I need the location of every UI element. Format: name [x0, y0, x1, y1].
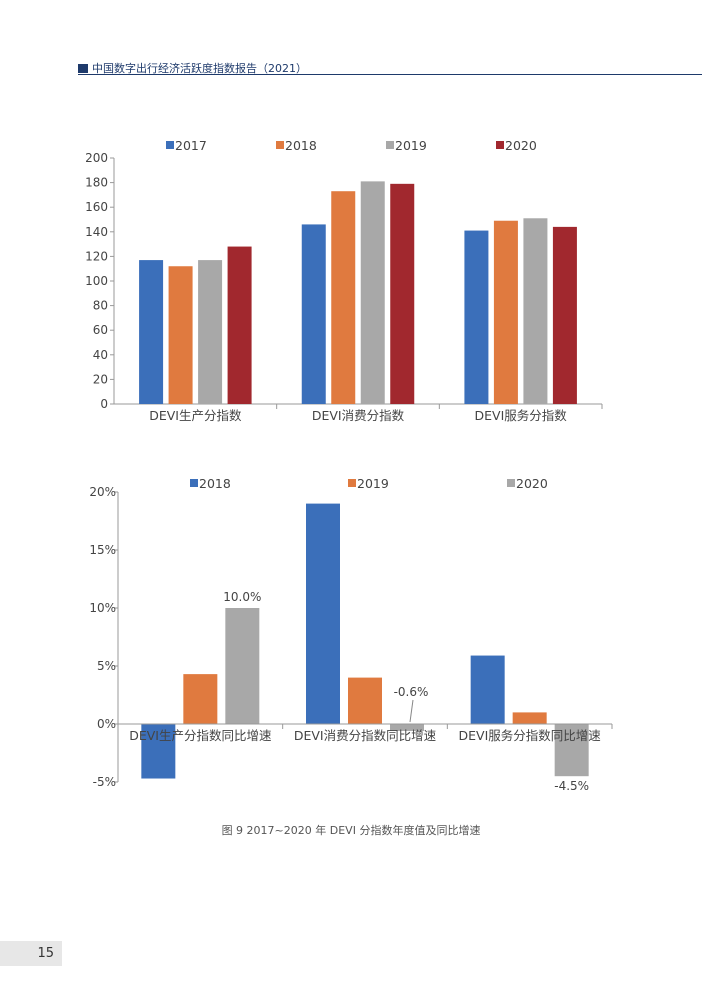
bar-2018-2 — [331, 191, 356, 404]
bar-2019-1 — [183, 674, 218, 724]
bar-2020-2 — [390, 183, 415, 404]
bar-2017-1 — [139, 260, 164, 404]
bar-2019-3 — [512, 712, 547, 724]
y-tick-label: 60 — [93, 323, 108, 337]
y-tick-label: 180 — [85, 176, 108, 190]
y-tick-label: 160 — [85, 200, 108, 214]
book-icon — [78, 63, 88, 73]
x-category-label: DEVI生产分指数 — [149, 408, 242, 423]
bar-2018-3 — [470, 655, 505, 724]
legend-swatch-2018 — [276, 141, 284, 149]
legend-swatch-2020 — [496, 141, 504, 149]
y-tick-label: 100 — [85, 274, 108, 288]
bar-2020-3 — [554, 724, 589, 777]
bar-2017-2 — [301, 224, 326, 404]
data-label: -4.5% — [554, 779, 589, 793]
x-category-label: DEVI生产分指数同比增速 — [129, 728, 272, 743]
legend-swatch-2017 — [166, 141, 174, 149]
page-header: 中国数字出行经济活跃度指数报告（2021） — [78, 60, 702, 76]
bar-2019-2 — [348, 677, 382, 724]
y-tick-label: 20% — [89, 485, 116, 499]
figure-caption: 图 9 2017~2020 年 DEVI 分指数年度值及同比增速 — [221, 824, 481, 837]
y-tick-label: 5% — [97, 659, 116, 673]
bar-2019-1 — [198, 260, 223, 404]
y-tick-label: -5% — [93, 775, 116, 789]
legend-label-2018: 2018 — [285, 138, 317, 153]
legend-label-2020: 2020 — [516, 476, 548, 491]
legend-label-2019: 2019 — [395, 138, 427, 153]
legend-swatch-2019 — [386, 141, 394, 149]
bar-2018-1 — [141, 724, 176, 779]
y-tick-label: 80 — [93, 299, 108, 313]
legend-label-2020: 2020 — [505, 138, 537, 153]
bar-2018-2 — [306, 503, 340, 724]
x-category-label: DEVI服务分指数同比增速 — [459, 728, 602, 743]
bar-2020-1 — [225, 608, 260, 724]
legend-label-2019: 2019 — [357, 476, 389, 491]
legend-swatch-2019 — [348, 479, 356, 487]
legend-swatch-2018 — [190, 479, 198, 487]
y-tick-label: 0% — [97, 717, 116, 731]
bar-2020-2 — [390, 724, 424, 731]
legend-label-2017: 2017 — [175, 138, 207, 153]
y-tick-label: 10% — [89, 601, 116, 615]
header-divider — [78, 74, 702, 75]
subindex-growth-chart: -5% 0% 5% 10% 15% 20% DEVI生产分指数同比增速 DEVI消费分指数同比… — [89, 476, 613, 793]
legend-swatch-2020 — [507, 479, 515, 487]
y-tick-label: 40 — [93, 348, 108, 362]
bar-2019-3 — [523, 218, 548, 404]
y-tick-label: 15% — [89, 543, 116, 557]
bar-2018-3 — [493, 220, 518, 404]
bar-2020-1 — [227, 246, 252, 404]
header-title: 中国数字出行经济活跃度指数报告（2021） — [92, 62, 307, 75]
y-tick-label: 140 — [85, 225, 108, 239]
data-label: -0.6% — [394, 685, 429, 699]
subindex-values-chart: 0 20 40 60 80 100 120 140 160 180 200 DEVI生产分指数 DEVI… — [85, 138, 603, 423]
x-category-label: DEVI消费分指数 — [312, 408, 405, 423]
bar-2019-2 — [360, 181, 385, 404]
x-category-label: DEVI服务分指数 — [475, 408, 568, 423]
page-number: 15 — [37, 946, 54, 961]
page-number-box: 15 — [0, 941, 62, 966]
bar-2020-3 — [552, 226, 577, 404]
y-tick-label: 120 — [85, 249, 108, 263]
bar-2017-3 — [464, 230, 489, 404]
legend-label-2018: 2018 — [199, 476, 231, 491]
data-label-leader — [409, 699, 414, 723]
y-tick-label: 200 — [85, 151, 108, 165]
y-tick-label: 0 — [100, 397, 108, 411]
bar-2018-1 — [168, 266, 193, 404]
y-tick-label: 20 — [93, 372, 108, 386]
x-category-label: DEVI消费分指数同比增速 — [294, 728, 437, 743]
data-label: 10.0% — [223, 590, 261, 604]
